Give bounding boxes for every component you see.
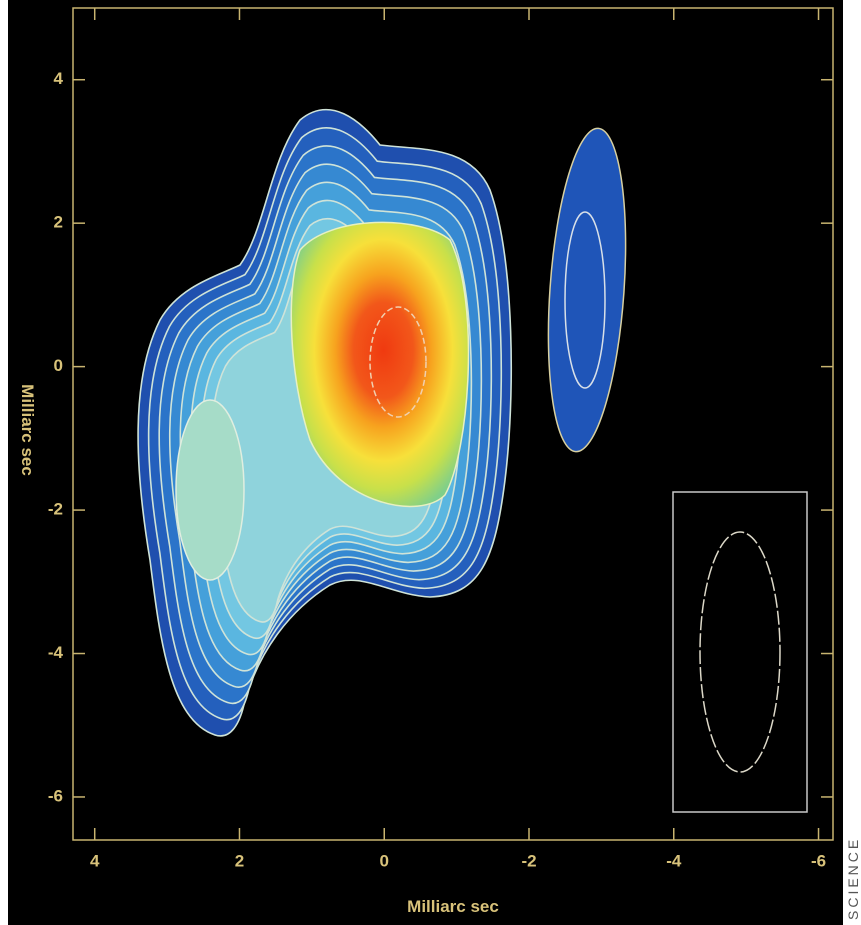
y-tick-label: 2: [54, 213, 63, 232]
x-axis-title: Milliarc sec: [407, 897, 499, 916]
contour-level: [564, 211, 606, 389]
y-tick-label: 0: [54, 356, 63, 375]
y-axis-title: Milliarc sec: [18, 384, 37, 476]
x-tick-label: 0: [380, 851, 389, 870]
contour-level: [369, 306, 427, 418]
y-tick-label: -2: [48, 500, 63, 519]
credit: SCIENCE: [845, 837, 861, 920]
x-tick-label: 4: [90, 851, 100, 870]
x-tick-label: -4: [666, 851, 682, 870]
x-tick-label: -6: [811, 851, 826, 870]
y-tick-label: -4: [48, 643, 64, 662]
contour-level: [290, 221, 470, 508]
y-tick-label: -6: [48, 786, 63, 805]
contour-level: [175, 399, 245, 581]
contour-group: [137, 108, 808, 813]
plot-frame: [72, 7, 834, 841]
beam-box: [672, 491, 808, 813]
x-tick-label: -2: [521, 851, 536, 870]
y-tick-label: 4: [54, 69, 64, 88]
axes: 4 2 0 -2 -4 -6 4 2 0 -2 -4 -6: [48, 7, 834, 870]
contour-level: [547, 127, 627, 453]
x-tick-label: 2: [235, 851, 244, 870]
beam-ellipse: [699, 531, 781, 773]
